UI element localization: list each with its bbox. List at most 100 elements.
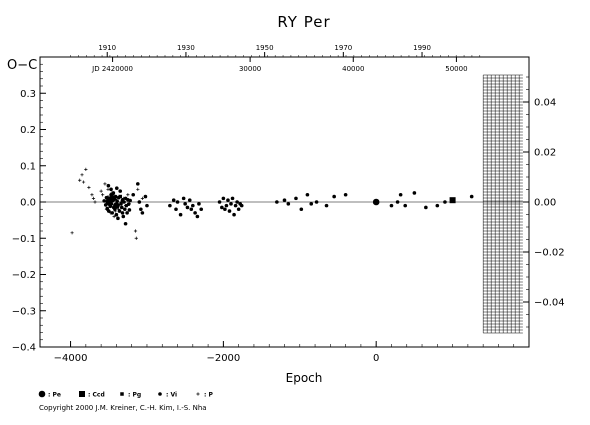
hatched-region <box>482 74 523 334</box>
data-point <box>120 211 125 215</box>
y-right-tick-label: −0.02 <box>534 248 565 259</box>
data-point <box>117 207 121 211</box>
data-point <box>314 200 319 204</box>
data-point <box>140 211 145 215</box>
data-point <box>403 203 408 208</box>
legend-label: : P <box>204 392 213 399</box>
data-point <box>235 200 239 204</box>
data-point <box>136 187 140 191</box>
data-point <box>127 208 132 212</box>
legend-marker <box>38 390 46 398</box>
data-point <box>123 221 128 226</box>
data-point <box>424 205 428 210</box>
data-point <box>112 214 116 219</box>
chart-title: RY Per <box>277 13 330 31</box>
axis-ticks: −0.4 −0.3 −0.2 −0.1 0.0 0.1 0.2 0.3 −0.04 −0.02 0.… <box>12 44 565 364</box>
data-point <box>119 205 124 210</box>
data-point <box>299 207 304 212</box>
data-point <box>117 209 122 213</box>
y-tick-label: −0.1 <box>12 234 36 245</box>
data-point <box>181 196 186 201</box>
data-point <box>121 196 125 200</box>
data-point <box>118 194 122 199</box>
data-point <box>230 196 235 201</box>
data-point <box>189 207 194 212</box>
data-point <box>126 193 130 197</box>
data-point <box>110 191 114 195</box>
data-point <box>412 191 417 195</box>
data-point <box>133 229 138 233</box>
data-point <box>113 194 118 199</box>
data-point <box>78 178 82 182</box>
data-point <box>116 195 121 200</box>
data-point <box>226 198 230 202</box>
data-point <box>168 203 172 208</box>
legend-label: : Vi <box>166 392 177 399</box>
data-point <box>183 202 187 206</box>
data-point <box>223 207 227 212</box>
data-point <box>106 183 111 188</box>
y-tick-label: −0.2 <box>12 270 36 281</box>
data-point <box>84 167 88 171</box>
data-point <box>113 207 117 212</box>
data-point <box>109 211 113 215</box>
legend-label: : Ccd <box>88 392 105 399</box>
data-point <box>469 194 474 199</box>
data-point <box>121 214 126 219</box>
data-point <box>199 207 204 212</box>
data-point <box>197 202 201 206</box>
data-point <box>109 187 113 192</box>
data-point <box>443 200 447 204</box>
legend-marker <box>120 392 124 396</box>
data-point <box>81 180 86 184</box>
data-point <box>282 198 287 202</box>
y-tick-label: −0.4 <box>12 343 36 354</box>
y-tick-label: 0.2 <box>20 125 36 136</box>
data-point <box>106 187 110 191</box>
data-point <box>435 203 440 208</box>
data-point <box>139 207 143 212</box>
data-point <box>128 198 132 203</box>
data-point <box>93 200 97 204</box>
data-point <box>232 212 236 217</box>
legend-marker <box>158 392 162 396</box>
data-point <box>122 200 126 204</box>
data-point <box>233 203 238 208</box>
data-points <box>70 167 474 240</box>
data-point <box>111 193 115 197</box>
data-point <box>106 209 111 213</box>
y-right-tick-label: 0.04 <box>534 98 556 109</box>
data-point <box>398 192 403 197</box>
data-point <box>131 192 136 197</box>
data-point <box>136 182 140 186</box>
x-tick-label: 0 <box>373 353 379 364</box>
year-tick-label: 1930 <box>177 44 195 52</box>
data-point <box>119 202 123 206</box>
data-point <box>236 207 241 212</box>
y-tick-label: −0.3 <box>12 306 36 317</box>
jd-tick-label: JD 2420000 <box>91 65 133 73</box>
data-point <box>220 205 224 210</box>
data-point <box>118 189 123 193</box>
legend-marker <box>79 391 85 397</box>
data-point <box>191 203 195 208</box>
data-point <box>91 196 96 200</box>
data-point <box>286 202 291 206</box>
data-point <box>99 189 103 193</box>
data-point <box>221 196 226 201</box>
data-point <box>309 202 314 206</box>
data-point <box>101 193 105 197</box>
y-tick-label: 0.3 <box>20 89 36 100</box>
data-point <box>109 202 114 206</box>
data-point <box>175 200 180 204</box>
data-point <box>449 197 456 204</box>
data-point <box>106 194 110 199</box>
data-point <box>114 186 119 191</box>
data-point <box>126 202 131 206</box>
data-point <box>145 203 149 208</box>
y-tick-label: 0.0 <box>20 198 36 209</box>
y-right-tick-label: 0.02 <box>534 148 556 159</box>
legend-label: : Pg <box>128 392 141 399</box>
data-point <box>137 200 141 204</box>
data-point <box>113 209 117 213</box>
